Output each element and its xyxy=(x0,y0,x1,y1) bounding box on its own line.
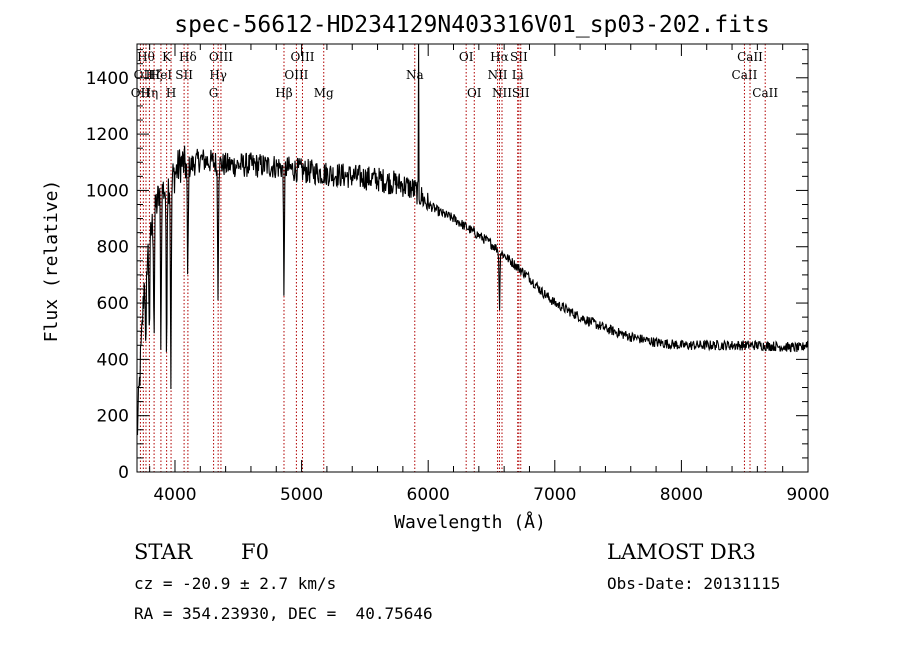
y-tick-label: 1200 xyxy=(86,125,129,145)
spectral-line-label: OII xyxy=(131,86,151,100)
spectral-line-label: OI xyxy=(467,86,482,100)
y-tick-label: 200 xyxy=(97,407,129,427)
plot-frame xyxy=(136,43,809,473)
spectrum-trace xyxy=(136,43,809,436)
object-class: STAR xyxy=(134,540,193,564)
chart-title: spec-56612-HD234129N403316V01_sp03-202.f… xyxy=(174,12,769,38)
spectral-line-label: OIII xyxy=(284,68,308,82)
survey-name: LAMOST DR3 xyxy=(607,540,756,564)
spectral-line-label: NII xyxy=(488,68,508,82)
spectral-line-label: Hη xyxy=(141,86,159,100)
y-tick-label: 1400 xyxy=(86,69,129,89)
spectral-line-label: NII xyxy=(492,86,512,100)
object-subclass: F0 xyxy=(241,540,269,564)
x-tick-label: 5000 xyxy=(280,485,323,505)
coordinates: RA = 354.23930, DEC = 40.75646 xyxy=(134,604,433,623)
spectrum-chart: spec-56612-HD234129N403316V01_sp03-202.f… xyxy=(41,12,830,533)
spectral-line-label: G xyxy=(209,86,219,100)
spectral-line-label: CaII xyxy=(732,68,758,82)
observation-date: Obs-Date: 20131115 xyxy=(607,574,781,593)
spectral-line-label: CaII xyxy=(752,86,778,100)
spectral-line-label: OIII xyxy=(290,50,314,64)
spectral-line-label: SII xyxy=(512,86,530,100)
x-tick-label: 9000 xyxy=(786,485,829,505)
x-axis: 4000 5000 6000 7000 8000 9000 xyxy=(149,44,830,505)
y-tick-label: 800 xyxy=(97,238,129,258)
spectral-line-label: H xyxy=(166,86,176,100)
spectral-line-label: Hβ xyxy=(275,86,292,100)
y-axis: 0 200 400 600 800 1000 1200 1400 xyxy=(86,49,808,483)
spectral-line-label: Hθ xyxy=(137,50,155,64)
spectrum-layer xyxy=(136,43,809,436)
spectral-line-label: Hζ xyxy=(146,68,163,82)
spectral-line-label: SII xyxy=(510,50,528,64)
spectral-line-label: CaII xyxy=(737,50,763,64)
spectral-line-label: SII xyxy=(175,68,193,82)
x-axis-label: Wavelength (Å) xyxy=(394,511,546,533)
spectral-line-label: HeI xyxy=(150,68,173,82)
spectral-line-label: Li xyxy=(512,68,524,82)
spectral-line-label: OII xyxy=(134,68,154,82)
spectral-line-label: Mg xyxy=(314,86,334,100)
y-tick-label: 0 xyxy=(118,463,129,483)
x-tick-label: 4000 xyxy=(153,485,196,505)
x-tick-label: 6000 xyxy=(407,485,450,505)
y-tick-label: 600 xyxy=(97,294,129,314)
redshift-value: cz = -20.9 ± 2.7 km/s xyxy=(134,574,337,593)
spectral-line-label: K xyxy=(162,50,172,64)
y-tick-label: 400 xyxy=(97,350,129,370)
x-tick-label: 8000 xyxy=(660,485,703,505)
spectral-line-label: Hδ xyxy=(179,50,197,64)
spectral-line-label: Na xyxy=(406,68,424,82)
x-tick-label: 7000 xyxy=(533,485,576,505)
spectral-line-label: Hα xyxy=(490,50,509,64)
spectral-line-label: OIII xyxy=(209,50,233,64)
spectral-line-label: Hγ xyxy=(209,68,227,82)
spectral-line-label: OI xyxy=(459,50,474,64)
y-tick-label: 1000 xyxy=(86,181,129,201)
y-axis-label: Flux (relative) xyxy=(41,180,62,343)
